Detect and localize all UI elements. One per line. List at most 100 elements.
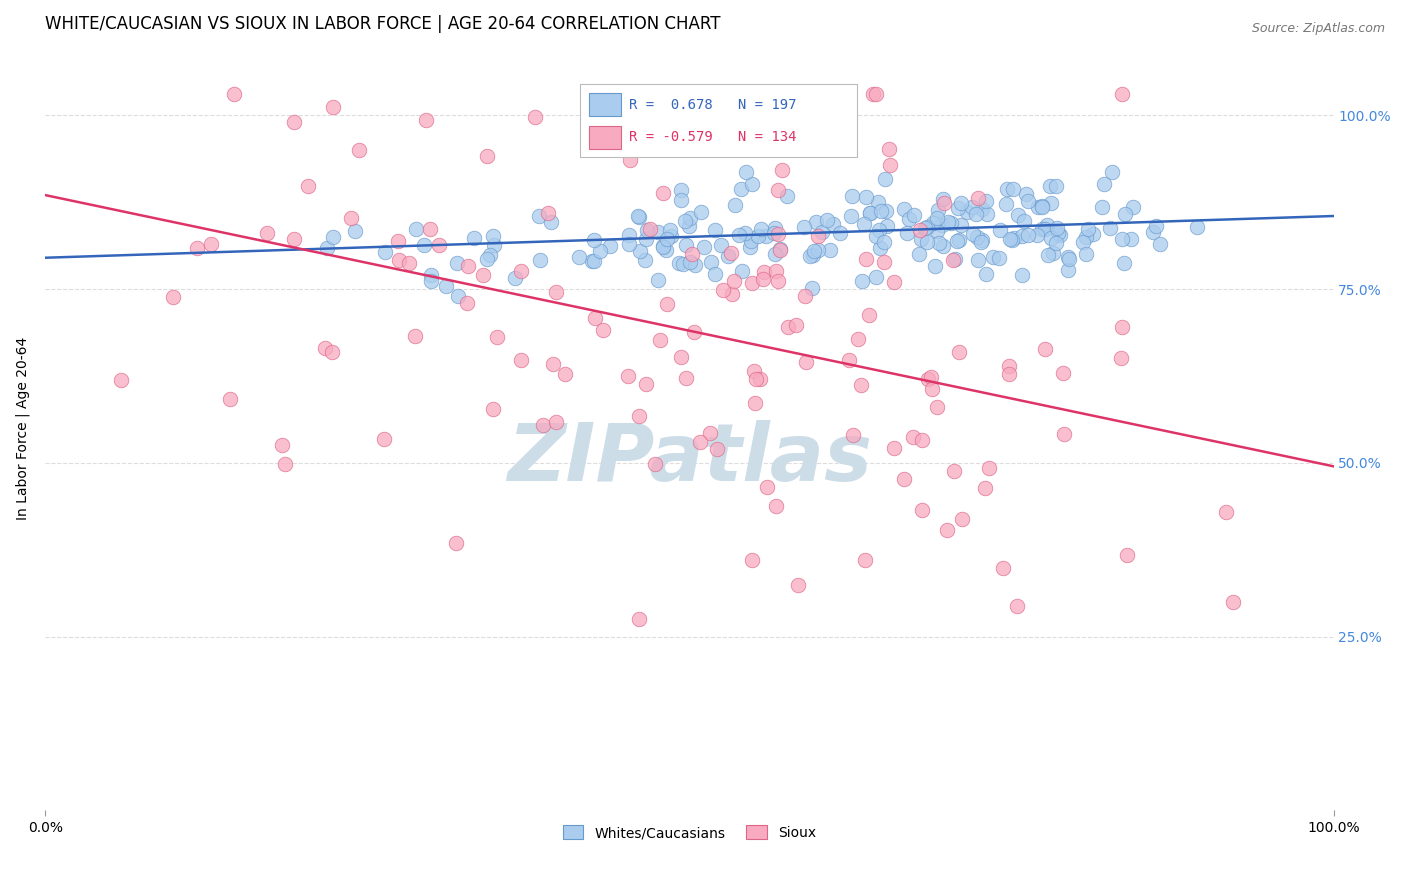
Point [636, 223, 658, 237]
Point [256, 227, 278, 241]
Point [883, 275, 905, 289]
Point [405, 222, 427, 236]
Point [1011, 228, 1033, 243]
Point [1116, 548, 1139, 562]
Point [463, 231, 485, 245]
Point [893, 202, 915, 216]
Point [568, 250, 591, 264]
Point [839, 209, 862, 223]
Point [794, 355, 817, 369]
Point [720, 287, 742, 301]
Point [946, 201, 969, 215]
Point [960, 200, 983, 214]
Point [928, 235, 950, 250]
Point [1025, 227, 1047, 242]
Point [537, 206, 560, 220]
Point [638, 222, 661, 236]
Point [218, 392, 240, 407]
Point [910, 232, 932, 246]
Point [628, 244, 651, 259]
Point [655, 297, 678, 311]
Point [387, 252, 409, 267]
Point [749, 222, 772, 236]
Point [745, 372, 768, 386]
Point [434, 279, 457, 293]
Point [652, 240, 675, 254]
Point [420, 268, 443, 283]
Point [1142, 225, 1164, 239]
Point [914, 221, 936, 235]
Point [1039, 231, 1062, 245]
Point [648, 333, 671, 347]
Point [1112, 256, 1135, 270]
Point [970, 235, 993, 249]
Point [1031, 221, 1053, 235]
Point [503, 270, 526, 285]
Point [540, 215, 562, 229]
Point [988, 223, 1011, 237]
Point [456, 296, 478, 310]
Bar [581, 84, 856, 157]
Point [1033, 222, 1056, 236]
Point [689, 435, 711, 450]
Point [927, 202, 949, 217]
Point [475, 149, 498, 163]
Point [858, 308, 880, 322]
Point [911, 503, 934, 517]
Point [741, 177, 763, 191]
Point [974, 267, 997, 281]
Point [472, 268, 495, 282]
Point [970, 202, 993, 216]
Point [1074, 246, 1097, 260]
Point [668, 256, 690, 270]
Point [768, 183, 790, 197]
Point [877, 142, 900, 156]
Point [917, 372, 939, 386]
Point [869, 241, 891, 255]
Point [807, 229, 830, 244]
Point [627, 211, 650, 225]
Point [1012, 214, 1035, 228]
Point [200, 237, 222, 252]
Point [752, 272, 775, 286]
Point [903, 208, 925, 222]
Point [917, 219, 939, 234]
Point [415, 113, 437, 128]
Point [855, 553, 877, 567]
Point [785, 318, 807, 333]
Point [762, 226, 785, 240]
Point [321, 344, 343, 359]
Point [859, 206, 882, 220]
Point [807, 244, 830, 258]
Point [973, 481, 995, 495]
Point [870, 204, 893, 219]
Point [679, 255, 702, 269]
Point [1122, 200, 1144, 214]
Point [1001, 182, 1024, 196]
Point [1007, 208, 1029, 222]
Point [1071, 235, 1094, 250]
Point [815, 213, 838, 227]
Point [616, 368, 638, 383]
Point [970, 233, 993, 247]
Point [619, 228, 641, 243]
Point [1047, 226, 1070, 240]
Point [931, 218, 953, 232]
Point [921, 216, 943, 230]
Point [740, 240, 762, 254]
Point [546, 285, 568, 299]
Point [678, 219, 700, 234]
Point [387, 234, 409, 248]
Point [690, 205, 713, 219]
Point [1111, 232, 1133, 246]
Point [186, 241, 208, 255]
Point [1052, 366, 1074, 380]
Point [765, 264, 787, 278]
Point [976, 207, 998, 221]
Point [981, 250, 1004, 264]
Point [669, 350, 692, 364]
Point [883, 441, 905, 455]
Point [938, 215, 960, 229]
Point [541, 357, 564, 371]
Point [1031, 200, 1053, 214]
